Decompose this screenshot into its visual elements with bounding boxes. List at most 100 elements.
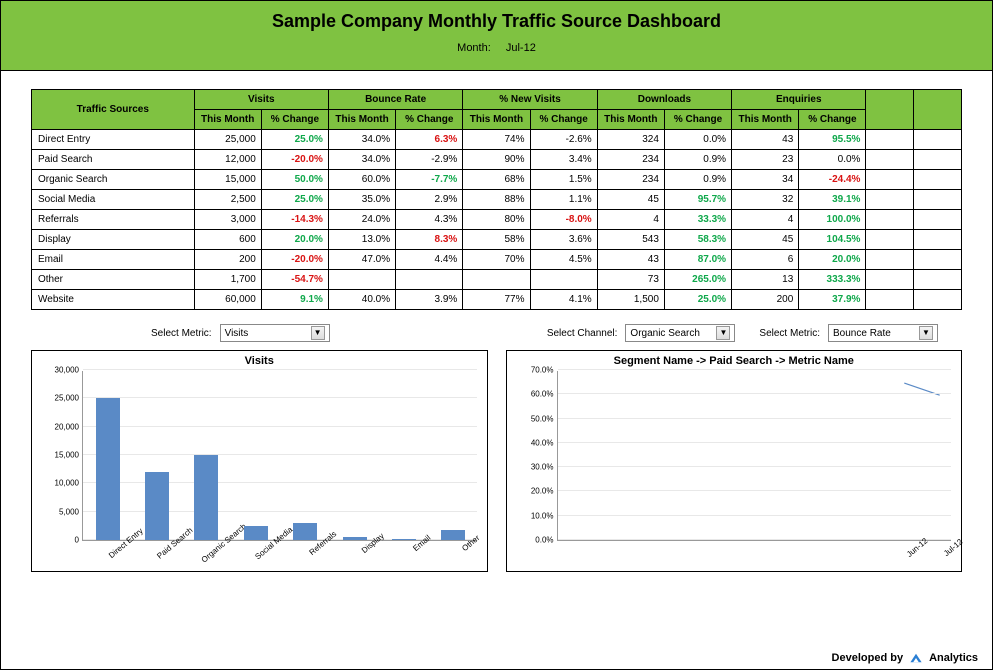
cell-value: 43 bbox=[597, 250, 664, 270]
empty-cell bbox=[866, 190, 914, 210]
cell-change: 20.0% bbox=[261, 230, 328, 250]
empty-cell bbox=[914, 130, 962, 150]
month-value: Jul-12 bbox=[506, 42, 536, 54]
y-tick-label: 60.0% bbox=[514, 390, 554, 399]
empty-cell bbox=[914, 230, 962, 250]
y-tick-label: 20.0% bbox=[514, 487, 554, 496]
cell-change: 265.0% bbox=[664, 270, 731, 290]
bar bbox=[244, 526, 268, 540]
select-channel[interactable]: Organic Search ▼ bbox=[625, 324, 735, 342]
cell-change: 1.5% bbox=[530, 170, 597, 190]
cell-value: 40.0% bbox=[328, 290, 395, 310]
cell-value: 24.0% bbox=[328, 210, 395, 230]
cell-value: 200 bbox=[732, 290, 799, 310]
select-metric-right[interactable]: Bounce Rate ▼ bbox=[828, 324, 938, 342]
gridline bbox=[558, 466, 952, 467]
cell-value: 23 bbox=[732, 150, 799, 170]
gridline bbox=[83, 426, 477, 427]
cell-value: 77% bbox=[463, 290, 530, 310]
cell-change: 2.9% bbox=[396, 190, 463, 210]
cell-value: 73 bbox=[597, 270, 664, 290]
y-tick-label: 50.0% bbox=[514, 414, 554, 423]
cell-change: 333.3% bbox=[799, 270, 866, 290]
select-metric-left-label: Select Metric: bbox=[151, 328, 212, 339]
cell-value bbox=[328, 270, 395, 290]
cell-change: -2.6% bbox=[530, 130, 597, 150]
col-group-header: % New Visits bbox=[463, 90, 597, 110]
col-group-header: Bounce Rate bbox=[328, 90, 462, 110]
empty-cell bbox=[914, 150, 962, 170]
col-group-header: Enquiries bbox=[732, 90, 866, 110]
cell-change: -2.9% bbox=[396, 150, 463, 170]
cell-value: 13.0% bbox=[328, 230, 395, 250]
col-sub-header: % Change bbox=[261, 110, 328, 130]
table-row: Other1,700-54.7%73265.0%13333.3% bbox=[32, 270, 962, 290]
select-channel-value: Organic Search bbox=[630, 328, 699, 339]
y-tick-label: 5,000 bbox=[39, 507, 79, 516]
empty-cell bbox=[914, 210, 962, 230]
row-label: Paid Search bbox=[32, 150, 195, 170]
y-tick-label: 40.0% bbox=[514, 438, 554, 447]
empty-cell bbox=[914, 170, 962, 190]
gridline bbox=[558, 393, 952, 394]
select-metric-right-value: Bounce Rate bbox=[833, 328, 891, 339]
cell-change: 3.6% bbox=[530, 230, 597, 250]
cell-value: 32 bbox=[732, 190, 799, 210]
cell-value: 45 bbox=[597, 190, 664, 210]
page-title: Sample Company Monthly Traffic Source Da… bbox=[1, 11, 992, 32]
gridline bbox=[83, 511, 477, 512]
cell-change: 39.1% bbox=[799, 190, 866, 210]
cell-change: 20.0% bbox=[799, 250, 866, 270]
table-row: Email200-20.0%47.0%4.4%70%4.5%4387.0%620… bbox=[32, 250, 962, 270]
gridline bbox=[558, 442, 952, 443]
gridline bbox=[83, 369, 477, 370]
gridline bbox=[558, 539, 952, 540]
cell-change: 25.0% bbox=[261, 190, 328, 210]
cell-change: 0.0% bbox=[664, 130, 731, 150]
charts-row: Visits 05,00010,00015,00020,00025,00030,… bbox=[31, 350, 962, 572]
col-sub-header: % Change bbox=[799, 110, 866, 130]
gridline bbox=[558, 515, 952, 516]
gridline bbox=[558, 418, 952, 419]
select-metric-left[interactable]: Visits ▼ bbox=[220, 324, 330, 342]
empty-col bbox=[914, 90, 962, 130]
segment-line-chart: Segment Name -> Paid Search -> Metric Na… bbox=[506, 350, 963, 572]
bar-chart-title: Visits bbox=[36, 355, 483, 367]
bar bbox=[145, 472, 169, 540]
row-label: Referrals bbox=[32, 210, 195, 230]
col-sub-header: This Month bbox=[194, 110, 261, 130]
month-row: Month: Jul-12 bbox=[1, 42, 992, 54]
col-group-header: Downloads bbox=[597, 90, 731, 110]
cell-value: 15,000 bbox=[194, 170, 261, 190]
table-row: Website60,0009.1%40.0%3.9%77%4.1%1,50025… bbox=[32, 290, 962, 310]
y-tick-label: 0.0% bbox=[514, 536, 554, 545]
analytics-logo-icon bbox=[909, 651, 923, 665]
cell-change: 100.0% bbox=[799, 210, 866, 230]
table-row: Social Media2,50025.0%35.0%2.9%88%1.1%45… bbox=[32, 190, 962, 210]
bar bbox=[392, 539, 416, 540]
cell-value: 34 bbox=[732, 170, 799, 190]
gridline bbox=[83, 397, 477, 398]
gridline bbox=[558, 369, 952, 370]
col-sub-header: This Month bbox=[597, 110, 664, 130]
empty-cell bbox=[866, 210, 914, 230]
cell-value: 60,000 bbox=[194, 290, 261, 310]
cell-change: 4.1% bbox=[530, 290, 597, 310]
cell-change: 4.5% bbox=[530, 250, 597, 270]
cell-value: 34.0% bbox=[328, 150, 395, 170]
traffic-table: Traffic SourcesVisitsBounce Rate% New Vi… bbox=[31, 89, 962, 310]
y-tick-label: 10.0% bbox=[514, 511, 554, 520]
footer-brand: Analytics bbox=[929, 652, 978, 664]
cell-value: 35.0% bbox=[328, 190, 395, 210]
cell-change: -24.4% bbox=[799, 170, 866, 190]
empty-cell bbox=[914, 270, 962, 290]
y-tick-label: 15,000 bbox=[39, 451, 79, 460]
row-label: Website bbox=[32, 290, 195, 310]
x-tick-label: Email bbox=[396, 520, 448, 565]
row-label: Direct Entry bbox=[32, 130, 195, 150]
select-channel-group: Select Channel: Organic Search ▼ bbox=[547, 324, 736, 342]
selector-row: Select Metric: Visits ▼ Select Channel: … bbox=[31, 324, 962, 342]
cell-change: 4.3% bbox=[396, 210, 463, 230]
cell-change: -54.7% bbox=[261, 270, 328, 290]
chevron-down-icon: ▼ bbox=[311, 326, 325, 340]
